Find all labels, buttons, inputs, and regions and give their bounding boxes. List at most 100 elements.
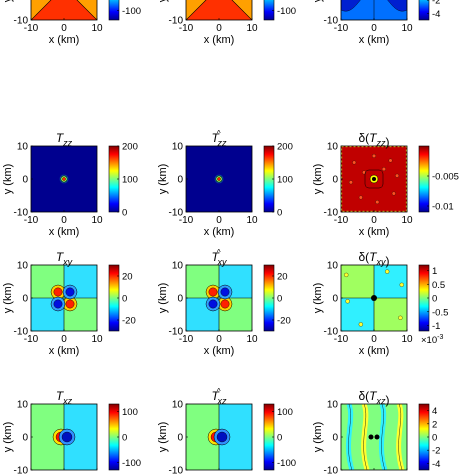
plot-area — [31, 146, 97, 212]
quadrant-se — [374, 298, 407, 331]
contour-ring — [364, 169, 384, 189]
colorbar — [418, 145, 430, 213]
noise-blob — [395, 173, 400, 178]
title-hat: ^ — [217, 248, 221, 257]
dipole-dot — [368, 434, 374, 440]
exponent-power: -3 — [437, 334, 443, 341]
residual-region — [341, 0, 407, 12]
colorbar-tick-label: -4 — [432, 459, 440, 470]
title-base: T — [56, 389, 65, 403]
y-axis-label: y (km) — [157, 422, 169, 453]
y-tick-label: -10 — [324, 208, 339, 219]
edge-noise — [341, 146, 407, 212]
x-tick-label: 10 — [401, 334, 413, 345]
y-tick-label: 10 — [17, 142, 29, 153]
x-axis-label: x (km) — [204, 345, 235, 357]
contour-line — [76, 0, 97, 20]
colorbar-tick-label: 0 — [432, 294, 437, 305]
y-tick-label: 10 — [17, 261, 29, 272]
colorbar-tick-label: 0 — [277, 208, 282, 219]
colorbar-tick-label: -1 — [432, 321, 440, 332]
noise-blob — [399, 282, 404, 287]
colorbar-tick-label: 200 — [277, 142, 293, 153]
title-hat: ^ — [217, 387, 221, 396]
y-axis-label: y (km) — [157, 164, 169, 195]
plot-area — [31, 0, 97, 20]
plot-area — [31, 265, 97, 331]
noise-blob — [375, 200, 380, 205]
plot-area — [341, 146, 407, 212]
field-wedge-bottom — [186, 0, 252, 20]
x-tick-label: -10 — [334, 334, 349, 345]
noise-blob — [388, 158, 393, 163]
colorbar-tick-label: 0 — [277, 294, 282, 305]
title-delta: δ( — [358, 389, 369, 403]
panel-title: T^ zz — [211, 129, 227, 148]
center-dot — [371, 295, 377, 301]
panel-title: Txz — [56, 389, 73, 406]
noise-blob — [345, 299, 350, 304]
title-close: ) — [386, 254, 390, 268]
title-base: T — [211, 250, 220, 264]
title-close: ) — [386, 393, 390, 407]
colorbar-tick-label: 100 — [277, 175, 293, 186]
y-tick-label: 0 — [332, 175, 338, 186]
x-axis-label: x (km) — [359, 34, 390, 46]
colorbar — [263, 0, 275, 21]
y-tick-label: 10 — [327, 142, 339, 153]
lobe-inner — [65, 287, 75, 297]
plot-area — [341, 265, 407, 331]
panel-title: δ(Tzz) — [358, 131, 389, 149]
x-tick-label: -10 — [24, 23, 39, 34]
y-tick-label: -10 — [169, 466, 184, 474]
contour-ring — [60, 175, 68, 183]
quadrant-nw — [341, 265, 374, 298]
x-axis-label: x (km) — [204, 226, 235, 238]
colorbar-exponent: ×10-3 — [421, 334, 443, 346]
y-tick-label: 10 — [172, 142, 184, 153]
noise-blob — [372, 153, 376, 158]
title-base: T — [211, 131, 220, 145]
dipole-neg-inner — [216, 431, 228, 443]
subplot-2-3: δ(Tzz) -10 0 10 10 0 -10 x (km) y (km) -0.005 -0.0… — [312, 131, 459, 238]
noise-blob — [344, 272, 349, 278]
y-axis-label: y (km) — [2, 422, 14, 453]
contour-ring — [215, 175, 223, 183]
y-tick-label: 10 — [172, 261, 184, 272]
contour-line — [381, 404, 386, 470]
y-tick-label: 0 — [177, 433, 183, 444]
dipole-neg-inner — [61, 431, 73, 443]
colorbar-tick-label: 200 — [122, 142, 138, 153]
noise-blob — [358, 195, 363, 200]
panel-title: T^ xy — [211, 248, 227, 267]
noise-blob — [391, 191, 396, 196]
panel-title: T^ xz — [211, 387, 227, 406]
plot-area — [341, 404, 407, 470]
panel-title: δ(Txy) — [358, 250, 389, 268]
x-tick-label: 0 — [371, 215, 377, 226]
title-subscript: xy — [217, 257, 228, 267]
title-base: T — [56, 250, 65, 264]
dipole-dot — [374, 434, 380, 440]
contour-line — [31, 0, 52, 20]
colorbar-tick-label: -100 — [277, 6, 296, 17]
x-tick-label: 0 — [61, 215, 67, 226]
subplot-3-3: δ(Txy) -10 0 10 10 0 -10 x (km) y (km) 1 0.5 0 -0.5 -… — [312, 250, 448, 357]
x-axis-label: x (km) — [49, 226, 80, 238]
title-base: T — [211, 389, 220, 403]
x-tick-label: 0 — [61, 334, 67, 345]
colorbar-tick-label: -0.01 — [432, 202, 454, 213]
contour-line — [186, 0, 207, 20]
x-axis-label: x (km) — [49, 345, 80, 357]
y-tick-label: -10 — [324, 327, 339, 338]
title-subscript: xz — [62, 396, 73, 406]
title-delta: δ( — [358, 250, 369, 264]
colorbar-tick-label: -4 — [432, 9, 440, 20]
colorbar-tick-label: 1 — [432, 266, 437, 277]
y-tick-label: -10 — [169, 208, 184, 219]
title-delta: δ( — [358, 131, 369, 145]
panel-title: δ(Txz) — [358, 389, 389, 407]
